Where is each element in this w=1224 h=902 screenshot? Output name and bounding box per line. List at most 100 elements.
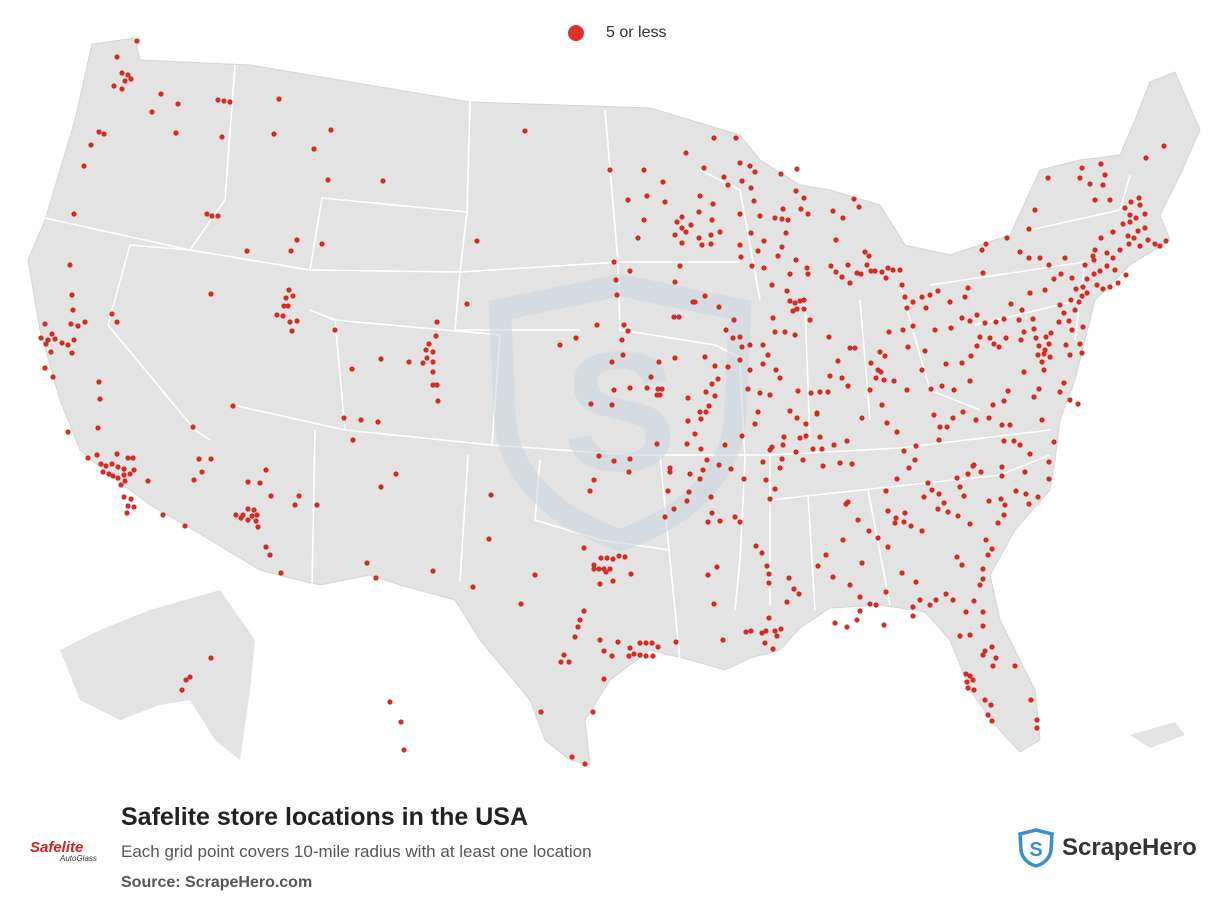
store-location-dot — [784, 599, 790, 605]
store-location-dot — [125, 455, 131, 461]
store-location-dot — [679, 214, 685, 220]
store-location-dot — [891, 378, 897, 384]
store-location-dot — [1077, 341, 1083, 347]
store-location-dot — [1079, 350, 1085, 356]
store-location-dot — [1107, 197, 1113, 203]
us-map: S — [27, 37, 1201, 767]
store-location-dot — [328, 127, 334, 133]
store-location-dot — [711, 601, 717, 607]
store-location-dot — [1047, 354, 1053, 360]
store-location-dot — [760, 459, 766, 465]
store-location-dot — [597, 581, 603, 587]
store-location-dot — [522, 128, 528, 134]
store-location-dot — [792, 300, 798, 306]
store-location-dot — [667, 465, 673, 471]
store-location-dot — [49, 331, 55, 337]
store-location-dot — [677, 263, 683, 269]
store-location-dot — [292, 502, 298, 508]
store-location-dot — [830, 574, 836, 580]
store-location-dot — [590, 709, 596, 715]
us-landmass — [27, 37, 1201, 766]
store-location-dot — [987, 335, 993, 341]
store-location-dot — [665, 488, 671, 494]
store-location-dot — [1031, 394, 1037, 400]
store-location-dot — [702, 354, 708, 360]
store-location-dot — [783, 230, 789, 236]
store-location-dot — [960, 409, 966, 415]
store-location-dot — [819, 446, 825, 452]
store-location-dot — [38, 335, 44, 341]
store-location-dot — [124, 510, 130, 516]
store-location-dot — [883, 275, 889, 281]
store-location-dot — [679, 240, 685, 246]
store-location-dot — [158, 91, 164, 97]
store-location-dot — [1030, 316, 1036, 322]
store-location-dot — [1043, 334, 1049, 340]
store-location-dot — [820, 463, 826, 469]
store-location-dot — [696, 235, 702, 241]
safelite-logo-text: Safelite — [30, 839, 84, 856]
store-location-dot — [191, 477, 197, 483]
store-location-dot — [965, 471, 971, 477]
store-location-dot — [1125, 233, 1131, 239]
store-location-dot — [1137, 243, 1143, 249]
store-location-dot — [657, 392, 663, 398]
store-location-dot — [1061, 310, 1067, 316]
store-location-dot — [827, 373, 833, 379]
store-location-dot — [1046, 262, 1052, 268]
store-location-dot — [947, 299, 953, 305]
store-location-dot — [794, 306, 800, 312]
safelite-logo-subtext: AutoGlass — [60, 854, 97, 863]
store-location-dot — [1019, 307, 1025, 313]
store-location-dot — [287, 319, 293, 325]
store-location-dot — [1072, 307, 1078, 313]
store-location-dot — [845, 499, 851, 505]
store-location-dot — [1127, 219, 1133, 225]
store-location-dot — [902, 510, 908, 516]
store-location-dot — [939, 383, 945, 389]
store-location-dot — [944, 424, 950, 430]
store-location-dot — [730, 335, 736, 341]
store-location-dot — [772, 215, 778, 221]
store-location-dot — [983, 537, 989, 543]
store-location-dot — [769, 282, 775, 288]
store-location-dot — [648, 374, 654, 380]
store-location-dot — [990, 402, 996, 408]
store-location-dot — [763, 628, 769, 634]
store-location-dot — [71, 337, 77, 343]
store-location-dot — [1068, 297, 1074, 303]
store-location-dot — [1097, 268, 1103, 274]
store-location-dot — [923, 305, 929, 311]
store-location-dot — [42, 321, 48, 327]
store-location-dot — [712, 393, 718, 399]
store-location-dot — [596, 566, 602, 572]
store-location-dot — [1035, 352, 1041, 358]
store-location-dot — [187, 674, 193, 680]
store-location-dot — [815, 563, 821, 569]
store-location-dot — [245, 517, 251, 523]
store-location-dot — [791, 586, 797, 592]
store-location-dot — [1042, 347, 1048, 353]
store-location-dot — [1004, 235, 1010, 241]
store-location-dot — [1046, 341, 1052, 347]
store-location-dot — [1046, 476, 1052, 482]
map-source: Source: ScrapeHero.com — [121, 874, 313, 891]
store-location-dot — [644, 385, 650, 391]
store-location-dot — [95, 425, 101, 431]
store-location-dot — [290, 293, 296, 299]
store-location-dot — [892, 520, 898, 526]
store-location-dot — [134, 38, 140, 44]
store-location-dot — [641, 167, 647, 173]
store-location-dot — [42, 365, 48, 371]
store-location-dot — [908, 523, 914, 529]
store-location-dot — [755, 248, 761, 254]
store-location-dot — [787, 408, 793, 414]
store-location-dot — [852, 345, 858, 351]
store-location-dot — [879, 269, 885, 275]
store-location-dot — [847, 582, 853, 588]
store-location-dot — [577, 617, 583, 623]
store-location-dot — [619, 337, 625, 343]
store-location-dot — [885, 265, 891, 271]
store-location-dot — [877, 349, 883, 355]
store-location-dot — [603, 569, 609, 575]
